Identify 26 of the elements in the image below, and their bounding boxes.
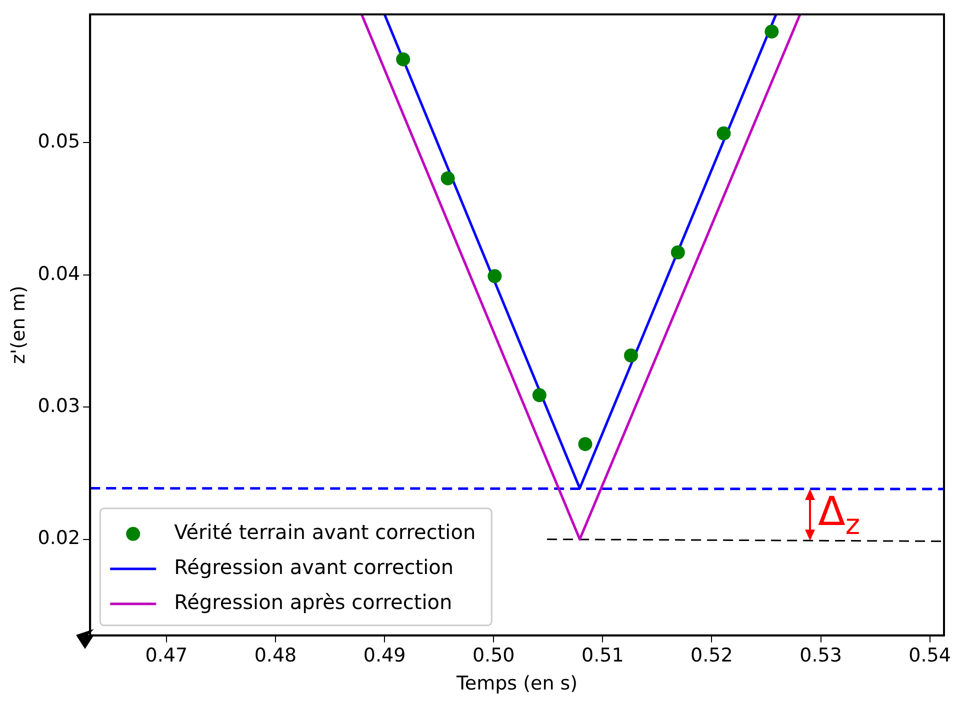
point <box>532 388 546 402</box>
x-tick-label: 0.49 <box>363 644 406 667</box>
legend-label: Vérité terrain avant correction <box>174 520 476 544</box>
y-axis-title: z'(en m) <box>7 286 30 364</box>
point <box>670 245 685 260</box>
legend-label: Régression après correction <box>174 590 452 614</box>
x-tick-label: 0.47 <box>145 644 188 667</box>
point <box>716 126 731 140</box>
point <box>440 171 455 186</box>
x-tick-label: 0.51 <box>582 644 624 667</box>
point <box>488 269 502 284</box>
y-tick-label: 0.05 <box>38 130 80 153</box>
legend-label: Régression avant correction <box>174 555 454 580</box>
y-tick-label: 0.04 <box>38 262 80 285</box>
y-tick-label: 0.03 <box>38 395 80 418</box>
x-tick-label: 0.48 <box>254 644 297 667</box>
point <box>578 437 592 452</box>
x-axis-title: Temps (en s) <box>456 672 578 695</box>
x-tick-label: 0.52 <box>690 644 733 667</box>
y-tick-label: 0.02 <box>38 527 80 550</box>
x-tick-label: 0.53 <box>800 644 842 667</box>
x-tick-label: 0.50 <box>472 644 515 667</box>
point <box>624 348 638 363</box>
x-tick-label: 0.54 <box>908 644 951 667</box>
point <box>764 24 779 39</box>
point <box>396 52 410 66</box>
